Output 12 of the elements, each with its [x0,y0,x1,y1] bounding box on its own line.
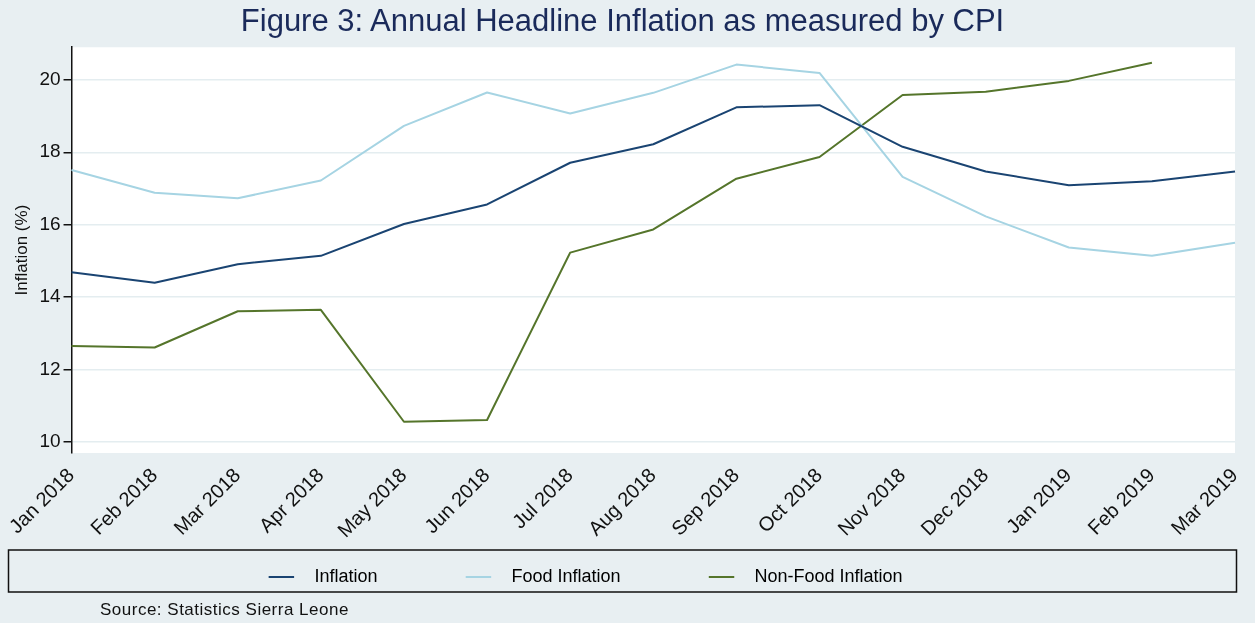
chart-title: Figure 3: Annual Headline Inflation as measured by CPI [240,3,1005,39]
y-tick-label: 20 [39,68,61,90]
y-tick-label: 16 [39,212,61,234]
legend-label: Food Inflation [496,565,691,586]
y-tick-label: 18 [39,140,61,162]
y-tick-label: 10 [39,430,61,452]
y-axis-title: Inflation (%) [11,204,31,296]
legend-label: Non-Food Inflation [739,565,973,586]
y-tick-label: 12 [39,357,61,379]
source-note: Source: Statistics Sierra Leone [100,600,349,620]
legend-label: Inflation [299,565,448,586]
y-tick-label: 14 [39,285,61,307]
